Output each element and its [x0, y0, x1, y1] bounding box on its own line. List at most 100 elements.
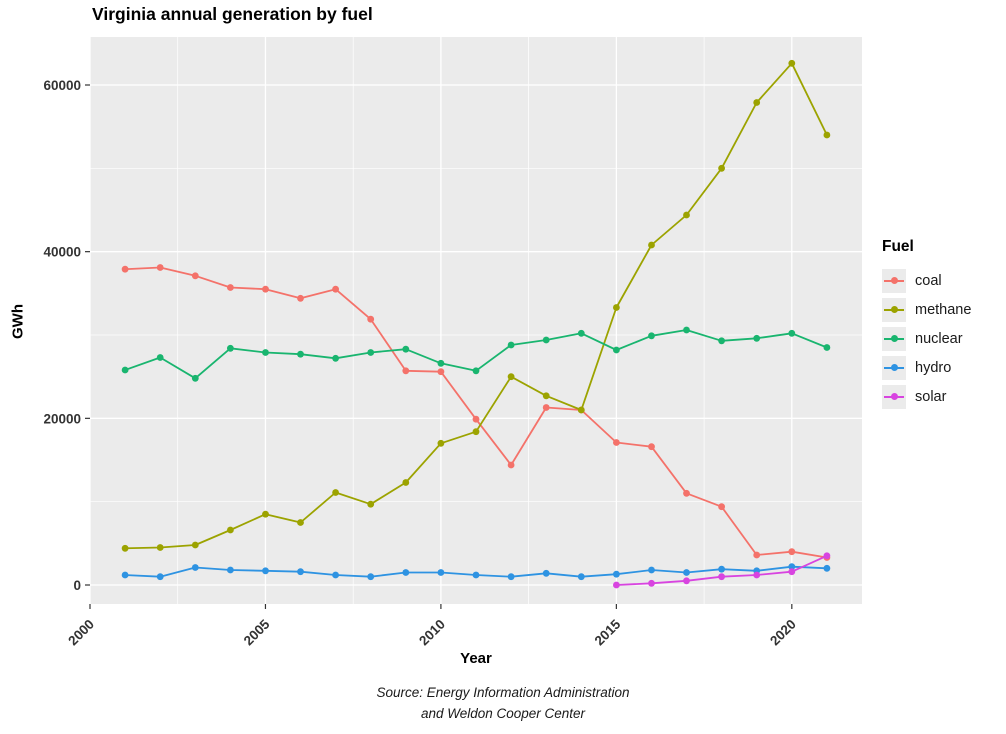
source-caption-line2: and Weldon Cooper Center — [420, 706, 586, 721]
series-point-hydro — [648, 566, 655, 574]
series-point-hydro — [402, 569, 410, 576]
legend: Fuel coal methane nuclear hydro solar — [882, 238, 971, 411]
legend-item-nuclear: nuclear — [882, 324, 971, 353]
series-point-coal — [156, 264, 164, 271]
series-point-methane — [613, 304, 620, 311]
series-point-nuclear — [402, 345, 410, 353]
series-point-methane — [191, 541, 199, 549]
series-point-nuclear — [507, 341, 515, 349]
series-point-nuclear — [297, 350, 304, 358]
legend-label: coal — [915, 272, 942, 289]
series-point-methane — [648, 241, 655, 249]
y-tick-label: 60000 — [43, 78, 81, 93]
legend-title: Fuel — [882, 238, 914, 255]
panel-background — [90, 37, 862, 604]
legend-item-methane: methane — [882, 295, 971, 324]
legend-key-icon — [882, 268, 906, 293]
series-point-methane — [718, 164, 725, 172]
legend-label: solar — [915, 388, 947, 405]
source-caption-line1: Source: Energy Information Administratio… — [376, 685, 630, 700]
series-point-methane — [402, 479, 410, 486]
y-axis-title: GWh — [9, 304, 27, 339]
series-point-hydro — [683, 569, 690, 576]
series-point-coal — [437, 368, 445, 376]
x-tick-label: 2015 — [592, 616, 624, 648]
series-point-coal — [542, 404, 550, 411]
legend-item-coal: coal — [882, 266, 971, 295]
series-point-coal — [121, 265, 129, 273]
series-point-hydro — [542, 569, 550, 577]
series-point-methane — [823, 131, 831, 139]
series-point-hydro — [191, 564, 199, 571]
x-tick-label: 2020 — [767, 617, 799, 649]
series-point-methane — [753, 99, 761, 106]
series-point-nuclear — [683, 326, 690, 334]
series-point-hydro — [613, 570, 620, 578]
y-tick-label: 20000 — [43, 411, 81, 426]
series-point-methane — [507, 373, 515, 381]
legend-key-icon — [882, 384, 906, 409]
source-caption: Source: Energy Information Administratio… — [0, 682, 1006, 724]
legend-item-solar: solar — [882, 382, 971, 411]
y-tick-label: 40000 — [43, 245, 81, 260]
series-point-methane — [437, 439, 445, 447]
y-tick-label: 0 — [73, 578, 81, 593]
series-point-methane — [788, 59, 796, 67]
legend-label: nuclear — [915, 330, 963, 347]
series-point-nuclear — [577, 329, 585, 337]
series-point-nuclear — [753, 334, 761, 342]
series-point-methane — [367, 500, 375, 508]
legend-label: hydro — [915, 359, 952, 376]
series-point-hydro — [367, 573, 375, 581]
series-point-coal — [367, 315, 375, 323]
series-point-methane — [577, 406, 585, 414]
series-point-hydro — [437, 569, 445, 576]
series-point-nuclear — [648, 332, 655, 340]
series-point-hydro — [577, 573, 585, 581]
series-point-methane — [297, 519, 304, 526]
series-point-hydro — [262, 567, 269, 575]
series-point-nuclear — [191, 374, 199, 382]
series-point-hydro — [227, 566, 234, 574]
x-tick-label: 2000 — [65, 617, 97, 649]
series-point-coal — [507, 461, 515, 469]
series-point-coal — [472, 415, 480, 423]
series-point-coal — [332, 285, 339, 293]
legend-key-icon — [882, 326, 906, 351]
chart-title: Virginia annual generation by fuel — [92, 4, 373, 24]
series-point-nuclear — [472, 367, 480, 375]
series-point-hydro — [121, 571, 129, 579]
series-point-methane — [262, 510, 269, 518]
series-point-hydro — [156, 573, 164, 581]
series-point-nuclear — [332, 354, 339, 362]
legend-item-hydro: hydro — [882, 353, 971, 382]
series-point-solar — [683, 577, 690, 585]
series-point-coal — [613, 439, 620, 446]
series-point-nuclear — [542, 336, 550, 344]
series-point-nuclear — [613, 346, 620, 354]
series-point-solar — [788, 568, 796, 576]
series-point-hydro — [472, 571, 480, 579]
x-axis-title: Year — [460, 650, 492, 667]
series-point-coal — [227, 284, 234, 291]
x-tick-label: 2010 — [416, 617, 448, 649]
series-point-nuclear — [437, 359, 445, 367]
series-point-nuclear — [156, 354, 164, 361]
series-point-coal — [788, 548, 796, 556]
series-point-coal — [648, 443, 655, 451]
series-point-methane — [332, 489, 339, 496]
series-point-nuclear — [121, 366, 129, 374]
series-point-coal — [402, 367, 410, 375]
series-point-hydro — [332, 571, 339, 579]
series-point-methane — [542, 392, 550, 400]
series-point-hydro — [507, 573, 515, 581]
legend-key-icon — [882, 355, 906, 380]
series-point-methane — [156, 544, 164, 551]
series-point-nuclear — [262, 349, 269, 356]
series-point-hydro — [718, 565, 725, 573]
x-tick-label: 2005 — [241, 616, 273, 648]
series-point-coal — [683, 489, 690, 497]
series-point-solar — [613, 581, 620, 589]
series-point-methane — [121, 544, 129, 552]
